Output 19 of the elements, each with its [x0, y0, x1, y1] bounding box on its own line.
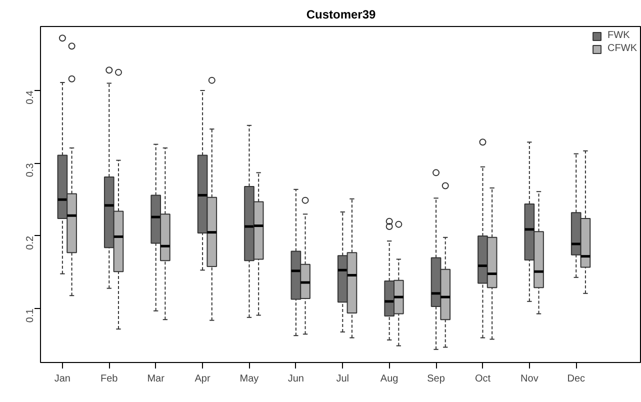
x-tick-label: Apr — [194, 374, 211, 384]
y-tick-label: 0.1 — [25, 308, 36, 323]
x-tick-label: Dec — [567, 374, 586, 384]
x-tick-label: Oct — [474, 374, 491, 384]
x-tick-label: May — [240, 374, 259, 384]
x-tick-label: Mar — [147, 374, 166, 384]
x-tick-label: Sep — [427, 374, 446, 384]
x-tick-label: Jan — [54, 374, 71, 384]
x-tick-label: Jun — [288, 374, 304, 384]
x-tick-label: Jul — [336, 374, 350, 384]
y-tick-label: 0.4 — [25, 90, 36, 104]
legend-label: CFWK — [608, 43, 637, 54]
legend-label: FWK — [608, 30, 630, 41]
y-tick-label: 0.2 — [25, 236, 36, 250]
chart-title: Customer39 — [306, 8, 376, 22]
x-tick-label: Aug — [380, 374, 398, 384]
x-tick-label: Nov — [520, 374, 538, 384]
y-tick-label: 0.3 — [25, 162, 36, 178]
x-tick-label: Feb — [100, 374, 118, 384]
